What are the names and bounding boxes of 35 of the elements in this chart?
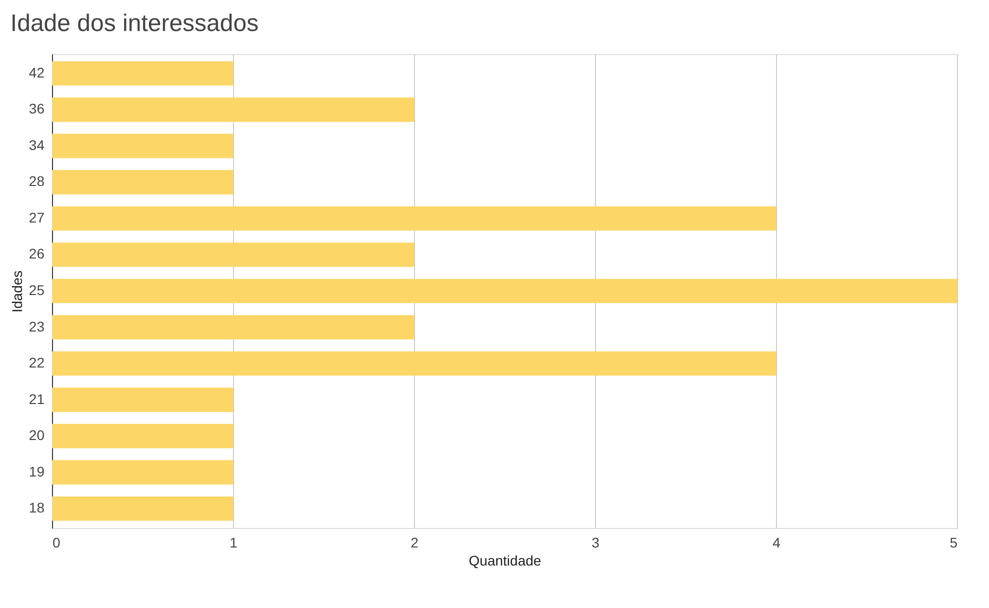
bar: [52, 61, 233, 86]
y-tick-label: 21: [28, 390, 45, 407]
bar: [52, 424, 233, 448]
bar: [52, 242, 414, 267]
y-tick-label: 22: [28, 354, 45, 371]
x-axis-title: Quantidade: [468, 552, 542, 568]
bar: [52, 206, 776, 231]
x-tick-label: 1: [230, 534, 238, 550]
bar: [52, 388, 233, 412]
x-tick-label: 0: [52, 534, 60, 550]
y-tick-label: 18: [28, 500, 45, 516]
x-tick-label: 2: [410, 534, 419, 550]
bar: [52, 315, 414, 340]
bar: [52, 170, 233, 194]
y-tick-label: 36: [28, 100, 45, 117]
x-tick-label: 3: [592, 534, 600, 550]
bar: [52, 278, 957, 304]
bar: [52, 134, 233, 158]
x-tick-label: 5: [950, 534, 958, 550]
y-tick-label: 42: [28, 64, 45, 80]
y-tick-label: 25: [28, 282, 45, 298]
chart-title: Idade dos interessados: [10, 10, 259, 37]
x-tick-label: 4: [772, 534, 781, 550]
y-tick-label: 27: [28, 209, 45, 226]
bar: [52, 351, 776, 376]
bar: [52, 460, 233, 484]
y-tick-label: 20: [28, 427, 45, 444]
bar: [52, 496, 233, 521]
y-axis-title: Idades: [8, 270, 25, 313]
y-tick-label: 26: [28, 246, 45, 262]
y-tick-label: 28: [28, 173, 45, 190]
y-tick-label: 23: [28, 318, 45, 334]
y-tick-label: 19: [28, 463, 45, 480]
y-tick-label: 34: [28, 136, 45, 153]
bar: [52, 98, 414, 122]
